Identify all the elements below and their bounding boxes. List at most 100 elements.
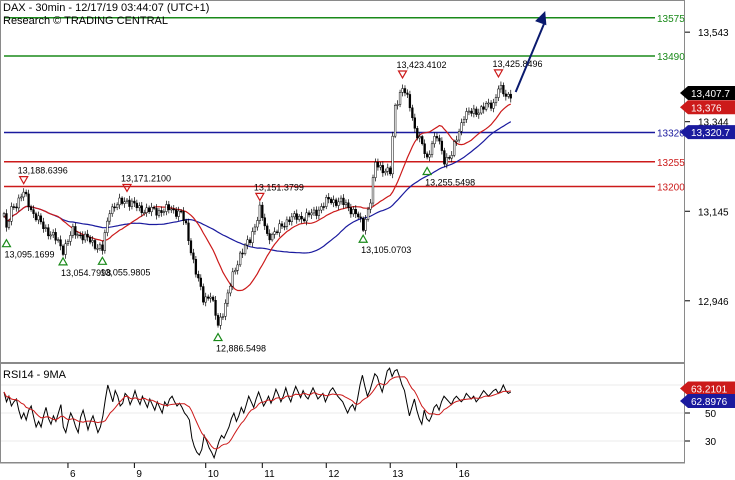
candle bbox=[81, 231, 84, 244]
candle bbox=[266, 223, 269, 237]
ma-slow-line bbox=[3, 121, 512, 254]
candle bbox=[29, 204, 33, 212]
y-tick-label: 12,946 bbox=[698, 297, 729, 308]
candle bbox=[298, 214, 301, 222]
candle bbox=[487, 98, 490, 108]
candle bbox=[125, 197, 129, 204]
candle bbox=[263, 213, 266, 230]
candle bbox=[421, 134, 424, 146]
low-marker-icon bbox=[212, 332, 224, 342]
x-tick-label: 9 bbox=[136, 469, 142, 480]
rsi-y-tick-label: 50 bbox=[705, 409, 717, 420]
candle bbox=[172, 204, 175, 214]
high-marker-icon bbox=[18, 176, 29, 185]
candle bbox=[187, 218, 190, 245]
candle bbox=[504, 89, 507, 101]
x-tick-label: 11 bbox=[264, 469, 275, 480]
candle bbox=[310, 208, 313, 219]
candle bbox=[499, 81, 503, 93]
high-marker-icon bbox=[493, 69, 504, 79]
candle bbox=[194, 256, 198, 278]
candle bbox=[216, 313, 220, 328]
candle bbox=[369, 198, 372, 214]
candle bbox=[192, 248, 195, 264]
candle bbox=[59, 235, 62, 251]
annotation-label: 13,054.7998 bbox=[61, 268, 111, 278]
candle bbox=[133, 197, 136, 207]
candle bbox=[170, 205, 173, 214]
candle bbox=[226, 289, 230, 307]
candle bbox=[52, 229, 55, 239]
candle bbox=[150, 202, 153, 217]
candle bbox=[381, 161, 384, 177]
candle bbox=[457, 128, 461, 143]
candle bbox=[391, 131, 394, 179]
candle bbox=[315, 206, 318, 220]
candle bbox=[177, 206, 180, 221]
rsi-ma-line bbox=[3, 376, 511, 450]
candle bbox=[101, 240, 104, 255]
candle bbox=[433, 132, 436, 148]
candle bbox=[182, 207, 185, 226]
candle bbox=[221, 313, 225, 321]
x-tick-label: 6 bbox=[70, 469, 76, 480]
candle bbox=[357, 211, 360, 220]
candle bbox=[295, 209, 298, 224]
candle bbox=[76, 231, 79, 239]
low-marker-icon bbox=[97, 256, 108, 265]
candle bbox=[12, 203, 15, 210]
price-tag: 62.8976 bbox=[680, 393, 735, 408]
rsi-panel-title: RSI14 - 9MA bbox=[3, 369, 67, 381]
candle bbox=[229, 282, 232, 297]
candle bbox=[145, 203, 148, 217]
price-tag: 63.2101 bbox=[680, 381, 735, 396]
candle bbox=[157, 208, 161, 218]
candle bbox=[64, 239, 67, 259]
candle bbox=[256, 216, 259, 231]
high-marker-icon bbox=[254, 192, 265, 202]
x-tick-label: 10 bbox=[208, 469, 220, 480]
candle bbox=[278, 219, 281, 237]
annotation-label: 13,255.5498 bbox=[425, 178, 475, 188]
candle bbox=[189, 238, 193, 256]
candle bbox=[162, 208, 166, 216]
candle bbox=[300, 211, 303, 224]
candle bbox=[231, 267, 234, 291]
candle bbox=[103, 229, 107, 254]
candle bbox=[147, 205, 151, 215]
candle bbox=[270, 232, 274, 242]
candle bbox=[17, 194, 20, 212]
candle bbox=[224, 299, 227, 321]
candle bbox=[209, 292, 212, 303]
price-tag: 13,407.7 bbox=[680, 86, 735, 101]
candle bbox=[179, 209, 183, 214]
rsi-y-tick-label: 30 bbox=[705, 437, 717, 448]
candle bbox=[93, 238, 97, 251]
candle bbox=[470, 107, 473, 117]
candle bbox=[15, 203, 18, 212]
candle bbox=[362, 216, 365, 233]
annotation-label: 13,425.8496 bbox=[492, 59, 542, 69]
candle bbox=[339, 195, 343, 205]
candle bbox=[34, 211, 38, 222]
candle bbox=[32, 205, 35, 218]
candle bbox=[342, 194, 345, 209]
high-marker-icon bbox=[397, 70, 408, 80]
candle bbox=[5, 209, 8, 232]
candle bbox=[364, 214, 367, 235]
candle bbox=[334, 197, 338, 208]
annotation-label: 13,188.6396 bbox=[18, 166, 68, 176]
candle bbox=[467, 107, 471, 116]
candle bbox=[268, 229, 271, 245]
candle bbox=[386, 163, 389, 176]
candle bbox=[106, 217, 109, 237]
candle bbox=[440, 137, 444, 155]
annotation-label: 13,095.1699 bbox=[4, 250, 54, 260]
candle bbox=[47, 224, 50, 240]
candle bbox=[305, 208, 308, 226]
candle bbox=[27, 189, 30, 212]
candle bbox=[20, 193, 23, 202]
candle bbox=[352, 206, 355, 217]
candle bbox=[214, 295, 217, 320]
